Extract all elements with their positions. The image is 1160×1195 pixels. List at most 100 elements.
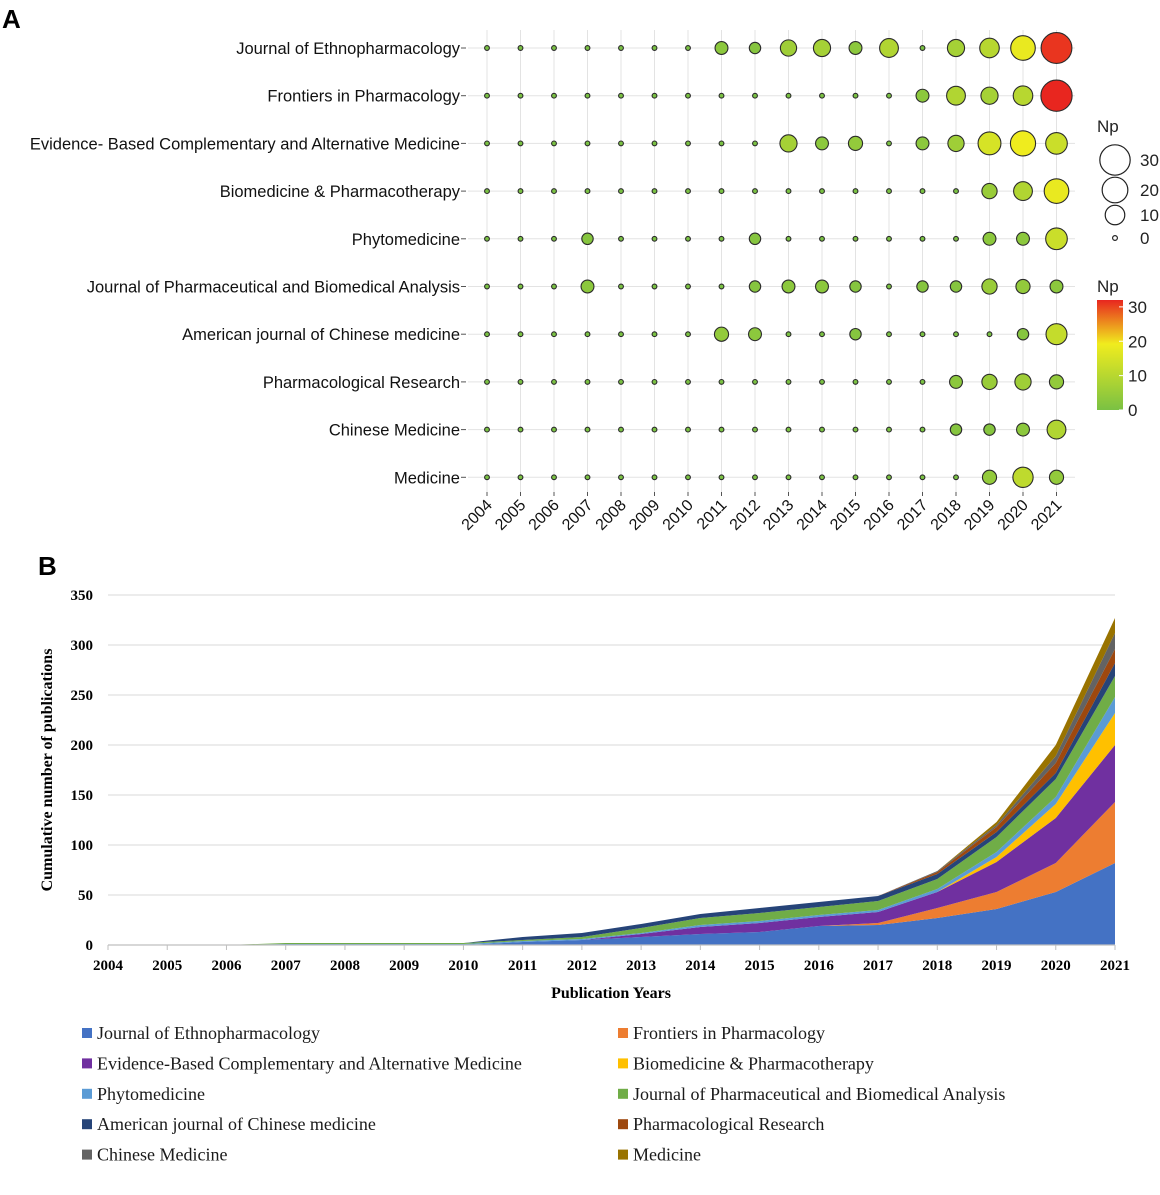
bubble-point [886,283,892,290]
x-tick-label: 2021 [1100,958,1130,974]
bubble-point [879,38,899,58]
bubble-point [551,140,557,147]
journal-label: Chinese Medicine [329,422,460,440]
bubble-point [949,423,963,436]
y-tick-label: 150 [71,788,94,804]
bubble-point [651,188,658,195]
bubble-point [584,92,591,99]
bubble-point [551,92,557,99]
bubble-point [551,331,557,338]
year-labels: 2004200520062007200820092010201120122013… [459,492,1065,534]
bubble-point [1043,178,1070,204]
bubble-point [685,283,691,290]
bubble-point [785,235,792,242]
bubble-point [718,378,725,385]
bubble-point [651,378,658,385]
bubble-point [584,188,591,195]
bubble-point [886,235,892,242]
bubble-point [819,92,825,99]
year-tick-label: 2014 [794,497,831,534]
bubble-point [651,235,658,242]
bubble-point [651,426,658,433]
legend-label: Journal of Ethnopharmacology [97,1023,320,1043]
size-legend-circle [1111,235,1118,242]
bubble-point [651,283,658,290]
bubble-point [819,378,825,385]
bubble-point [1012,466,1034,488]
bubble-point [618,283,624,290]
bubble-point [584,140,591,147]
year-tick-label: 2018 [928,497,965,534]
x-tick-label: 2012 [567,958,597,974]
bubble-point [886,188,892,195]
bubble-point [685,45,691,51]
journal-labels: Journal of Ethnopharmacology Frontiers in… [30,40,466,487]
bubble-point [949,374,963,389]
bubble-point [685,378,691,385]
bubble-point [1048,374,1065,390]
size-legend-label: 10 [1140,206,1159,225]
color-legend-label: 30 [1128,298,1147,317]
y-axis-title: Cumulative number of publications [39,649,56,892]
bubble-point [886,426,892,433]
year-tick-label: 2005 [492,497,529,534]
y-tick-label: 300 [71,638,94,654]
bubble-point [785,378,792,385]
bubble-point [685,426,691,433]
bubble-point [949,280,963,293]
journal-label: Evidence- Based Complementary and Altern… [30,135,460,153]
bubble-point [685,140,691,147]
y-tick-label: 50 [78,888,93,904]
bubble-point [915,88,930,103]
bubble-point [847,135,864,152]
bubble-point [517,474,524,481]
x-tick-label: 2005 [152,958,182,974]
bubble-point [618,188,624,195]
bubble-point [651,474,658,481]
bubble-point [815,136,829,151]
bubble-point [919,188,926,195]
journal-label: Journal of Pharmaceutical and Biomedical… [87,279,460,297]
bubble-point [977,131,1002,156]
bubble-point [718,426,725,433]
x-tick-label: 2019 [982,958,1012,974]
bubble-point [1040,32,1073,64]
bubble-point [718,235,725,242]
bubble-point [517,92,524,99]
size-legend-label: 20 [1140,181,1159,200]
bubble-point [618,474,624,481]
x-tick-label: 2009 [389,958,419,974]
bubble-point [849,280,862,293]
bubble-point [551,235,557,242]
area-layers [108,618,1115,945]
bubble-point [718,474,725,481]
y-tick-label: 200 [71,738,94,754]
bubble-point [484,474,490,481]
bubble-point [981,278,998,295]
bubble-point [980,86,999,105]
bubble-point [1040,79,1073,112]
bubble-point [1016,231,1030,246]
year-tick-label: 2017 [894,497,931,534]
bubble-point [484,45,490,51]
bubble-point [819,235,825,242]
legend-swatch [618,1149,628,1160]
year-tick-label: 2008 [593,497,630,534]
bubble-point [685,331,691,338]
bubble-point [551,426,557,433]
bubble-chart: Journal of Ethnopharmacology Frontiers in… [30,30,1159,534]
bubble-point [584,426,591,433]
y-tick-label: 350 [71,588,94,604]
year-tick-label: 2007 [559,497,596,534]
bubble-point [779,134,798,153]
bubble-point [983,423,996,436]
legend-swatch [82,1028,92,1038]
bubble-points [484,32,1073,488]
x-tick-label: 2007 [271,958,302,974]
bubble-point [584,378,591,385]
x-tick-label: 2004 [93,958,124,974]
bubble-point [517,235,524,242]
legend-swatch [618,1119,628,1130]
journal-label: Biomedicine & Pharmacotherapy [220,183,461,201]
